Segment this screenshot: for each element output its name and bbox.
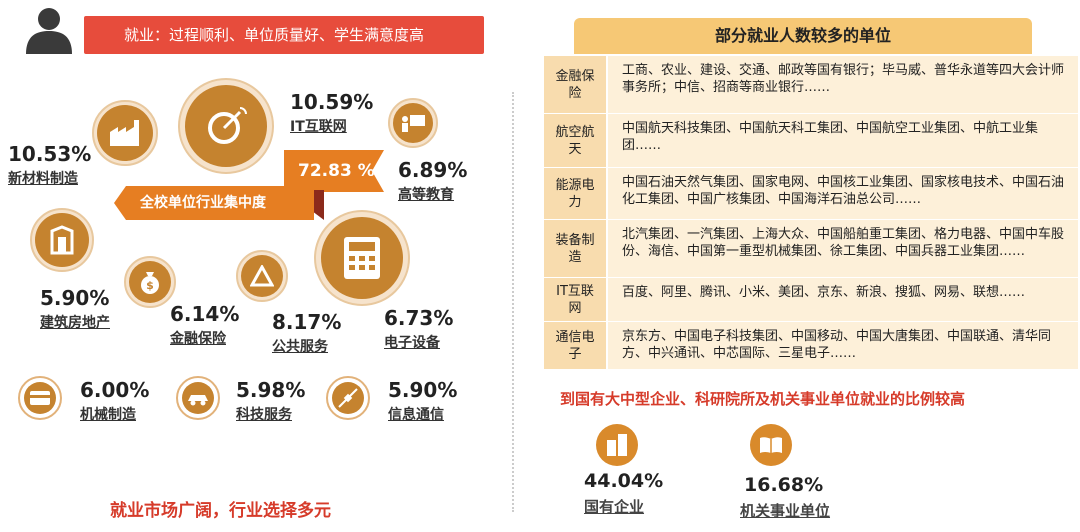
table-row: IT互联网 百度、阿里、腾讯、小米、美团、京东、新浪、搜狐、网易、联想……: [544, 278, 1078, 322]
label-higher-education: 高等教育: [398, 187, 454, 203]
pct-tech-service: 5.98%: [236, 378, 306, 402]
label-machinery: 机械制造: [80, 407, 136, 423]
pct-machinery: 6.00%: [80, 378, 150, 402]
row-value: 工商、农业、建设、交通、邮政等国有银行；毕马威、普华永道等四大会计师事务所；中信…: [608, 56, 1078, 113]
table-row: 金融保险 工商、农业、建设、交通、邮政等国有银行；毕马威、普华永道等四大会计师事…: [544, 56, 1078, 114]
row-category: 航空航天: [544, 114, 608, 167]
label-construction: 建筑房地产: [40, 315, 110, 331]
pct-electronics: 6.73%: [384, 306, 454, 330]
row-value: 中国石油天然气集团、国家电网、中国核工业集团、国家核电技术、中国石油化工集团、中…: [608, 168, 1078, 219]
table-row: 航空航天 中国航天科技集团、中国航天科工集团、中国航空工业集团、中航工业集团……: [544, 114, 1078, 168]
row-category: 通信电子: [544, 322, 608, 369]
label-finance: 金融保险: [170, 331, 226, 347]
public-service-icon: [236, 250, 288, 302]
pct-higher-education: 6.89%: [398, 158, 468, 182]
label-tech-service: 科技服务: [236, 407, 292, 423]
teacher-icon: [388, 98, 438, 148]
left-footer-caption: 就业市场广阔，行业选择多元: [110, 501, 331, 521]
panel-divider: [512, 92, 514, 512]
pct-public-service: 8.17%: [272, 310, 342, 334]
row-value: 中国航天科技集团、中国航天科工集团、中国航空工业集团、中航工业集团……: [608, 114, 1078, 167]
table-row: 装备制造 北汽集团、一汽集团、上海大众、中国船舶重工集团、格力电器、中国中车股份…: [544, 220, 1078, 278]
svg-text:$: $: [146, 279, 154, 292]
label-state-owned: 国有企业: [584, 498, 645, 516]
concentration-value: 72.83 %: [284, 150, 384, 192]
row-category: 金融保险: [544, 56, 608, 113]
label-it-internet: IT互联网: [290, 119, 347, 135]
person-icon: [22, 4, 76, 54]
label-public-service: 公共服务: [272, 339, 328, 355]
row-category: 装备制造: [544, 220, 608, 277]
row-category: 能源电力: [544, 168, 608, 219]
label-telecom: 信息通信: [388, 407, 444, 423]
pct-new-materials: 10.53%: [8, 142, 92, 166]
employers-table: 金融保险 工商、农业、建设、交通、邮政等国有银行；毕马威、普华永道等四大会计师事…: [544, 56, 1078, 370]
office-building-icon: [596, 424, 638, 466]
row-value: 京东方、中国电子科技集团、中国移动、中国大唐集团、中国联通、清华同方、中兴通讯、…: [608, 322, 1078, 369]
label-electronics: 电子设备: [384, 335, 440, 351]
pct-finance: 6.14%: [170, 302, 240, 326]
pct-state-owned: 44.04%: [584, 470, 664, 492]
card-icon: [18, 376, 62, 420]
label-new-materials: 新材料制造: [8, 171, 78, 187]
car-icon: [176, 376, 220, 420]
employers-table-title: 部分就业人数较多的单位: [574, 18, 1032, 54]
building-icon: [30, 208, 94, 272]
row-value: 北汽集团、一汽集团、上海大众、中国船舶重工集团、格力电器、中国中车股份、海信、中…: [608, 220, 1078, 277]
table-row: 通信电子 京东方、中国电子科技集团、中国移动、中国大唐集团、中国联通、清华同方、…: [544, 322, 1078, 370]
book-icon: [750, 424, 792, 466]
factory-icon: [92, 100, 158, 166]
pct-construction: 5.90%: [40, 286, 110, 310]
row-value: 百度、阿里、腾讯、小米、美团、京东、新浪、搜狐、网易、联想……: [608, 278, 1078, 321]
pct-institutions: 16.68%: [744, 474, 824, 496]
table-row: 能源电力 中国石油天然气集团、国家电网、中国核工业集团、国家核电技术、中国石油化…: [544, 168, 1078, 220]
money-bag-icon: $: [124, 256, 176, 308]
satellite-icon: [326, 376, 370, 420]
label-institutions: 机关事业单位: [740, 502, 831, 520]
row-category: IT互联网: [544, 278, 608, 321]
header-banner: 就业：过程顺利、单位质量好、学生满意度高: [84, 16, 484, 54]
concentration-title: 全校单位行业集中度: [114, 186, 314, 220]
pct-it-internet: 10.59%: [290, 90, 374, 114]
calculator-icon: [314, 210, 410, 306]
pct-telecom: 5.90%: [388, 378, 458, 402]
right-caption: 到国有大中型企业、科研院所及机关事业单位就业的比例较高: [560, 390, 966, 408]
satellite-dish-icon: [178, 78, 274, 174]
